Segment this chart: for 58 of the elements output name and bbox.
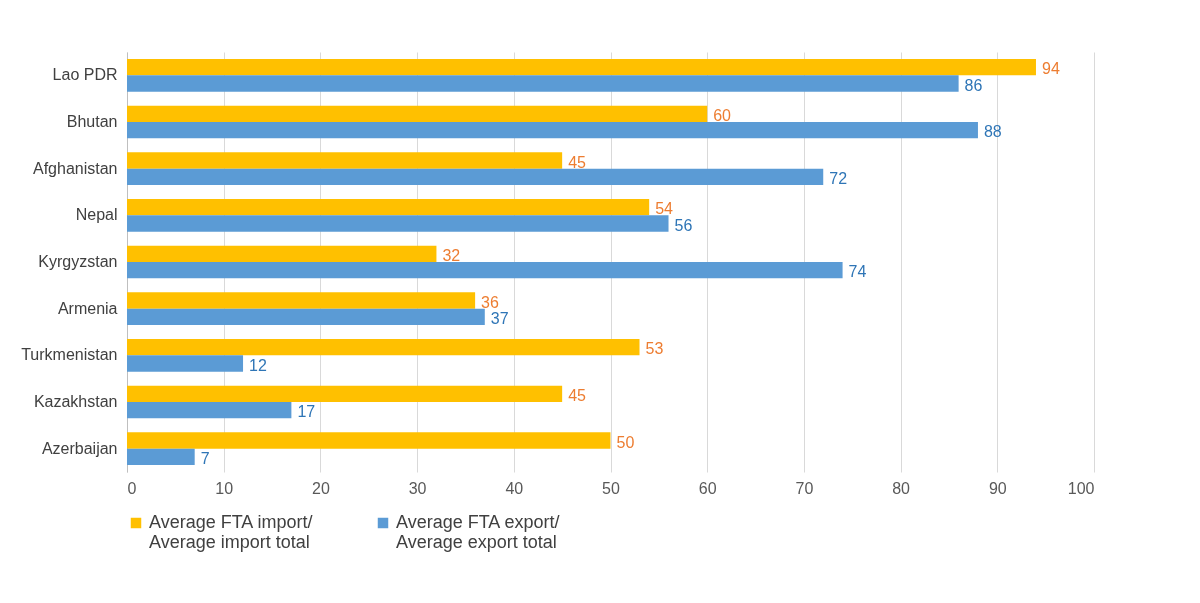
x-tick-label: 30 — [408, 479, 427, 497]
data-label: 53 — [645, 340, 664, 358]
y-tick-label: Armenia — [57, 299, 118, 317]
bar — [127, 215, 669, 232]
x-tick-label: 10 — [215, 479, 234, 497]
data-label: 45 — [568, 386, 587, 404]
bar — [127, 262, 843, 279]
legend-label: Average FTA export/ Average export total — [396, 512, 560, 552]
data-label: 54 — [655, 200, 674, 218]
bar — [127, 385, 563, 402]
bar — [127, 339, 640, 356]
y-tick-label: Turkmenistan — [21, 346, 118, 364]
data-label: 36 — [481, 293, 500, 311]
data-label: 88 — [983, 123, 1002, 141]
bar — [127, 245, 437, 262]
data-label: 12 — [249, 356, 267, 374]
data-label: 37 — [490, 309, 509, 327]
data-label: 56 — [674, 216, 693, 234]
bar — [127, 168, 824, 185]
y-tick-label: Afghanistan — [32, 159, 118, 177]
y-tick-label: Azerbaijan — [41, 439, 118, 457]
x-tick-label: 90 — [988, 479, 1007, 497]
data-label: 17 — [297, 403, 316, 421]
data-label: 74 — [848, 263, 867, 281]
data-label: 94 — [1041, 60, 1060, 78]
x-tick-label: 70 — [795, 479, 814, 497]
y-tick-label: Kazakhstan — [33, 393, 118, 410]
bar — [127, 448, 195, 465]
bar — [127, 75, 959, 92]
x-tick-label: 40 — [505, 479, 524, 497]
data-label: 60 — [713, 106, 732, 124]
data-label: 86 — [964, 76, 983, 94]
bar — [127, 402, 292, 419]
data-label: 32 — [442, 246, 461, 264]
x-tick-label: 50 — [602, 479, 620, 497]
bar — [127, 292, 476, 309]
data-label: 72 — [829, 169, 848, 187]
bar — [127, 59, 1036, 76]
bar — [127, 199, 650, 216]
x-tick-label: 80 — [892, 479, 911, 497]
bar — [127, 432, 611, 449]
y-tick-label: Lao PDR — [52, 66, 118, 84]
legend-label: Average FTA import/ Average import total — [149, 512, 313, 552]
bar — [127, 122, 978, 139]
bar — [127, 152, 563, 169]
y-tick-label: Kyrgyzstan — [38, 253, 118, 270]
x-tick-label: 60 — [698, 479, 717, 497]
x-tick-label: 0 — [127, 479, 137, 497]
x-tick-label: 100 — [1067, 479, 1095, 497]
y-tick-label: Nepal — [75, 206, 118, 224]
bar — [127, 308, 485, 325]
y-tick-label: Bhutan — [66, 113, 118, 130]
data-label: 7 — [200, 449, 210, 467]
data-label: 45 — [568, 153, 587, 171]
x-tick-label: 20 — [312, 479, 330, 497]
bar — [127, 105, 708, 122]
bar — [127, 355, 244, 372]
data-label: 50 — [616, 433, 635, 451]
